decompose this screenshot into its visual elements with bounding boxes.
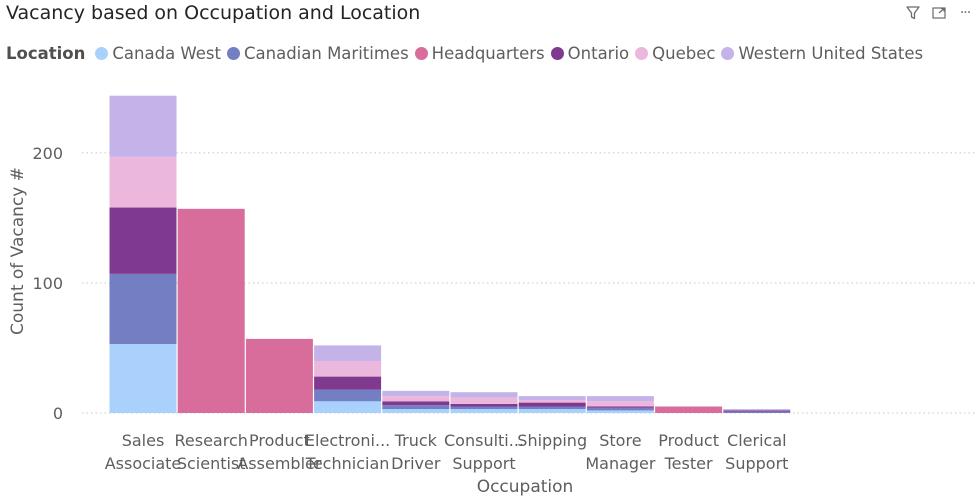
bar-segment[interactable] bbox=[314, 360, 382, 377]
y-tick-label: 0 bbox=[53, 404, 63, 423]
bar-segment[interactable] bbox=[655, 406, 723, 413]
legend-item-headquarters[interactable]: Headquarters bbox=[414, 44, 545, 63]
bar-segment[interactable] bbox=[723, 410, 791, 412]
legend-title: Location bbox=[6, 44, 86, 63]
bar-segment[interactable] bbox=[177, 208, 245, 413]
bar-segment[interactable] bbox=[382, 409, 450, 413]
legend: Location Canada West Canadian Maritimes … bbox=[6, 44, 929, 63]
x-tick-label: Product bbox=[249, 431, 310, 450]
bar-segment[interactable] bbox=[245, 338, 313, 413]
bar-segment[interactable] bbox=[314, 389, 382, 402]
x-tick-label: Manager bbox=[585, 454, 656, 473]
bar-segment[interactable] bbox=[109, 95, 177, 157]
bar-segment[interactable] bbox=[450, 403, 518, 407]
legend-dot bbox=[95, 47, 109, 60]
bar-segment[interactable] bbox=[518, 402, 586, 407]
x-axis-ticks: SalesAssociateResearchScientistProductAs… bbox=[105, 431, 789, 473]
legend-item-canadian-maritimes[interactable]: Canadian Maritimes bbox=[227, 44, 409, 63]
bar-segment[interactable] bbox=[586, 401, 654, 407]
visual-header-icons: ··· bbox=[904, 4, 974, 22]
legend-item-quebec[interactable]: Quebec bbox=[635, 44, 715, 63]
bar-segment[interactable] bbox=[314, 376, 382, 390]
legend-dot bbox=[414, 47, 428, 60]
x-tick-label: Tester bbox=[664, 454, 713, 473]
legend-dot bbox=[227, 47, 240, 60]
bar-segment[interactable] bbox=[382, 401, 450, 406]
legend-dot bbox=[721, 47, 735, 60]
legend-label: Western United States bbox=[738, 44, 924, 63]
bar-segment[interactable] bbox=[314, 401, 382, 413]
legend-label: Headquarters bbox=[431, 44, 545, 63]
legend-label: Canada West bbox=[112, 44, 221, 63]
bar-segment[interactable] bbox=[586, 410, 654, 413]
bar-segment[interactable] bbox=[586, 407, 654, 411]
x-tick-label: Assembler bbox=[237, 454, 321, 473]
x-tick-label: Scientist bbox=[177, 454, 246, 473]
legend-item-ontario[interactable]: Ontario bbox=[550, 44, 630, 63]
x-tick-label: Support bbox=[725, 454, 788, 473]
x-tick-label: Truck bbox=[394, 431, 438, 450]
legend-dot bbox=[550, 47, 564, 60]
more-options-icon[interactable]: ··· bbox=[959, 5, 971, 21]
bar-segment[interactable] bbox=[723, 411, 791, 413]
y-axis-label: Count of Vacancy # bbox=[8, 167, 28, 335]
bar-segment[interactable] bbox=[109, 273, 177, 345]
x-tick-label: Technician bbox=[305, 454, 390, 473]
bar-segment[interactable] bbox=[518, 406, 586, 410]
legend-item-canada-west[interactable]: Canada West bbox=[95, 44, 221, 63]
y-axis-ticks: 0 100 200 bbox=[32, 144, 63, 423]
x-tick-label: Clerical bbox=[727, 431, 787, 450]
x-axis-label: Occupation bbox=[477, 477, 574, 497]
x-tick-label: Store bbox=[599, 431, 641, 450]
filter-icon[interactable] bbox=[904, 4, 922, 22]
bar-segment[interactable] bbox=[518, 396, 586, 400]
bar-segment[interactable] bbox=[518, 399, 586, 403]
bar-segment[interactable] bbox=[109, 156, 177, 208]
bar-segment[interactable] bbox=[109, 207, 177, 274]
legend-label: Quebec bbox=[652, 44, 716, 63]
bar-segment[interactable] bbox=[450, 406, 518, 410]
legend-item-western-united-states[interactable]: Western United States bbox=[721, 44, 923, 63]
bar-segment[interactable] bbox=[382, 396, 450, 402]
legend-label: Ontario bbox=[567, 44, 630, 63]
bar-segment[interactable] bbox=[518, 409, 586, 413]
x-tick-label: Driver bbox=[391, 454, 441, 473]
bar-segment[interactable] bbox=[314, 345, 382, 361]
bar-segment[interactable] bbox=[723, 409, 791, 411]
legend-dot bbox=[635, 47, 649, 60]
x-tick-label: Associate bbox=[105, 454, 182, 473]
x-tick-label: Consulti... bbox=[444, 431, 524, 450]
bar-segment[interactable] bbox=[382, 390, 450, 397]
y-tick-label: 200 bbox=[32, 144, 63, 163]
y-tick-label: 100 bbox=[32, 274, 63, 293]
bar-segment[interactable] bbox=[450, 392, 518, 398]
legend-label: Canadian Maritimes bbox=[244, 44, 409, 63]
x-tick-label: Support bbox=[452, 454, 515, 473]
chart-title: Vacancy based on Occupation and Location bbox=[6, 2, 421, 24]
bar-segment[interactable] bbox=[109, 344, 177, 413]
bar-segment[interactable] bbox=[382, 405, 450, 410]
bar-segment[interactable] bbox=[450, 409, 518, 413]
bar-segment[interactable] bbox=[586, 406, 654, 408]
bars bbox=[109, 95, 791, 413]
x-tick-label: Product bbox=[658, 431, 719, 450]
bar-segment[interactable] bbox=[450, 397, 518, 404]
bar-segment[interactable] bbox=[586, 396, 654, 402]
focus-mode-icon[interactable] bbox=[930, 4, 948, 22]
x-tick-label: Sales bbox=[122, 431, 165, 450]
x-tick-label: Shipping bbox=[517, 431, 587, 450]
x-tick-label: Electroni... bbox=[305, 431, 390, 450]
x-tick-label: Research bbox=[175, 431, 248, 450]
